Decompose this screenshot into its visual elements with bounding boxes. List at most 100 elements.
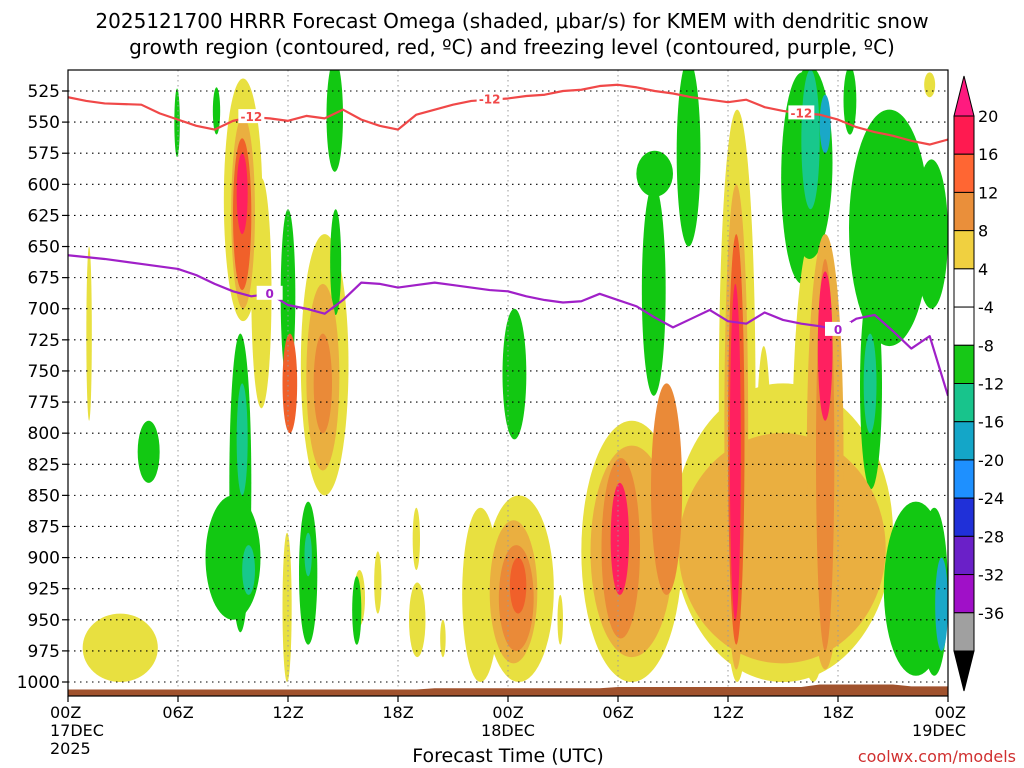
omega-cell [352, 576, 362, 645]
colorbar-label: -20 [978, 451, 1004, 470]
colorbar-bin [953, 153, 975, 193]
y-tick-label: 675 [28, 269, 60, 289]
omega-cell [236, 383, 248, 496]
omega-cell [412, 507, 421, 571]
omega-cell [440, 619, 446, 658]
watermark: coolwx.com/models [858, 747, 1016, 766]
colorbar-label: -12 [978, 375, 1004, 394]
x-tick-label: 06Z [162, 703, 193, 722]
contour-freezing-line [68, 254, 948, 397]
y-tick-label: 600 [28, 175, 60, 195]
omega-cell [313, 333, 333, 434]
y-axis: 525 550 575 600 625 650 675 700 725 750 775 800 825 8… [17, 82, 68, 693]
colorbar-bin [953, 383, 975, 423]
colorbar-top-arrow [953, 75, 975, 117]
colorbar-bin [953, 191, 975, 232]
grid-lines [68, 70, 948, 696]
omega-cell [236, 153, 248, 235]
y-tick-label: 975 [28, 642, 60, 662]
x-tick-label: 00Z [935, 703, 966, 722]
colorbar-bin [953, 344, 975, 384]
contour-freezing-label: 0 [265, 287, 273, 301]
omega-cell [729, 283, 741, 620]
y-tick-label: 950 [28, 611, 60, 631]
colorbar-label: -8 [978, 336, 994, 355]
colorbar-bottom-arrow [953, 650, 975, 692]
y-tick-label: 1000 [17, 673, 60, 693]
x-tick-label: 12Z [712, 703, 743, 722]
omega-cell [935, 557, 948, 651]
y-tick-label: 575 [28, 144, 60, 164]
colorbar-bin [953, 459, 975, 499]
omega-cell [610, 482, 629, 595]
omega-cell [801, 70, 820, 210]
colorbar-bin [953, 421, 975, 461]
omega-cell [374, 551, 382, 614]
contour-minus12-label-bg [476, 91, 503, 106]
omega-cell [304, 532, 312, 577]
omega-cell [86, 246, 92, 421]
y-tick-label: 700 [28, 300, 60, 320]
y-tick-label: 550 [28, 113, 60, 133]
y-tick-label: 925 [28, 580, 60, 600]
colorbar: 20 16 12 8 4 -4 -8 -12 -16 -20 -24 -28 -32 -36 [953, 75, 1004, 692]
omega-cell [212, 87, 221, 135]
x-tick-date: 19DEC [912, 721, 966, 740]
omega-cell [817, 271, 833, 421]
contour-freezing-label-bg [256, 285, 283, 300]
y-tick-label: 900 [28, 549, 60, 569]
x-tick-label: 00Z [50, 703, 81, 722]
y-tick-label: 875 [28, 517, 60, 537]
y-tick-label: 525 [28, 82, 60, 102]
omega-cell [242, 545, 255, 595]
colorbar-label: 8 [978, 222, 988, 241]
colorbar-bin [953, 497, 975, 537]
colorbar-bin [953, 306, 975, 346]
omega-cell [863, 333, 877, 434]
omega-cell [330, 209, 342, 315]
y-tick-label: 725 [28, 331, 60, 351]
contour-minus12-label-bg [788, 105, 815, 120]
contour-minus12-label: -12 [790, 106, 812, 120]
colorbar-label: 16 [978, 145, 998, 164]
chart-title-line2: growth region (contoured, red, ºC) and f… [129, 35, 895, 59]
colorbar-label: -4 [978, 298, 994, 317]
omega-cell [326, 70, 343, 172]
y-tick-label: 850 [28, 486, 60, 506]
y-tick-label: 800 [28, 424, 60, 444]
colorbar-label: -24 [978, 489, 1004, 508]
omega-cell [509, 557, 527, 614]
omega-cell [651, 383, 683, 595]
colorbar-bin [953, 115, 975, 155]
colorbar-label: 4 [978, 260, 988, 279]
omega-shading [82, 70, 948, 683]
x-tick-year: 2025 [50, 739, 91, 758]
x-tick-label: 00Z [492, 703, 523, 722]
x-tick-label: 18Z [382, 703, 413, 722]
omega-cell [819, 94, 831, 154]
colorbar-label: -36 [978, 604, 1004, 623]
y-tick-label: 825 [28, 455, 60, 475]
omega-cell [641, 184, 666, 396]
omega-cell [174, 88, 180, 157]
contour-lines: -12 -12 -12 0 0 [68, 83, 948, 397]
contour-minus12-label: -12 [479, 93, 501, 107]
omega-cell [82, 613, 158, 683]
x-tick-label: 06Z [602, 703, 633, 722]
omega-cell [843, 70, 857, 135]
x-tick-label: 18Z [822, 703, 853, 722]
colorbar-bin [953, 230, 975, 270]
omega-cell [915, 159, 948, 309]
x-tick-date: 17DEC [50, 721, 104, 740]
omega-cell [502, 308, 527, 440]
x-tick-date: 18DEC [481, 721, 535, 740]
omega-cell [137, 420, 160, 483]
chart-title-line1: 2025121700 HRRR Forecast Omega (shaded, … [95, 9, 928, 33]
contour-minus12-label-bg [238, 109, 265, 124]
y-tick-label: 650 [28, 238, 60, 258]
omega-cell [676, 70, 701, 247]
colorbar-label: -28 [978, 527, 1004, 546]
omega-cell [282, 333, 298, 434]
omega-cell [924, 72, 936, 98]
